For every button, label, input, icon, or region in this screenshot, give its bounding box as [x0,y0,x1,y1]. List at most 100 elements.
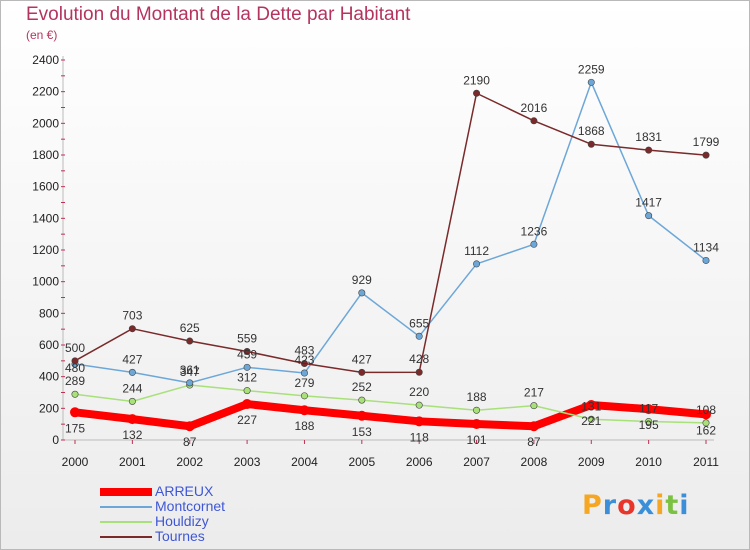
data-label-montcornet: 423 [294,353,314,367]
series-line-arreux [71,400,710,431]
y-tick-label: 400 [39,370,59,384]
series-lines [70,78,711,432]
data-point-tournes [415,368,423,376]
data-label-houldizy: 220 [409,385,429,399]
data-point-houldizy [473,406,481,414]
legend-swatch [100,536,152,538]
data-label-arreux: 221 [581,414,601,428]
axes: 0 200 400 600 800 1000 1200 1400 1600 1800 2000 220… [32,53,719,469]
data-point-montcornet [358,289,366,297]
data-label-montcornet: 655 [409,316,429,330]
data-label-tournes: 483 [294,344,314,358]
data-point-tournes [128,325,136,333]
y-tick-label: 200 [39,401,59,415]
data-label-arreux: 175 [65,421,85,435]
data-point-houldizy [415,401,423,409]
chart-title: Evolution du Montant de la Dette par Hab… [26,4,411,25]
data-point-houldizy [702,419,710,427]
x-tick-label: 2002 [176,455,203,469]
x-tick-label: 2011 [693,455,719,469]
data-label-houldizy: 131 [581,399,601,413]
data-point-montcornet [243,363,251,371]
data-label-houldizy: 217 [524,386,544,400]
data-label-houldizy: 289 [65,374,85,388]
data-label-tournes: 1868 [578,124,605,138]
data-point-montcornet [186,379,194,387]
logo-letter: i [655,490,666,521]
data-label-tournes: 703 [122,309,142,323]
y-tick-label: 800 [39,306,59,320]
x-tick-label: 2001 [119,455,146,469]
data-label-houldizy: 312 [237,371,257,385]
data-label-houldizy: 347 [180,365,200,379]
data-point-arreux [701,409,711,420]
y-tick-label: 1800 [32,148,59,162]
x-tick-label: 2004 [291,455,318,469]
y-tick-label: 0 [52,433,59,447]
y-tick-label: 1000 [32,275,59,289]
data-label-tournes: 427 [352,352,372,366]
data-label-houldizy: 108 [696,403,716,417]
data-label-montcornet: 361 [180,363,200,377]
data-point-tournes [702,151,710,159]
data-point-tournes [300,360,308,368]
logo-letter: o [617,490,637,521]
x-tick-label: 2008 [521,455,548,469]
data-label-arreux: 227 [237,413,257,427]
data-point-tournes [243,347,251,355]
data-point-houldizy [71,390,79,398]
y-tick-label: 1600 [32,180,59,194]
data-point-arreux [184,421,195,432]
data-point-tournes [587,140,595,148]
y-tick-label: 2200 [32,85,59,99]
x-tick-label: 2006 [406,455,433,469]
data-label-houldizy: 244 [122,381,142,395]
data-label-montcornet: 1112 [464,244,489,258]
proxiti-logo: Proxiti [582,490,690,521]
data-labels: 175 132 87 227 188 153 118 101 87 221 195 162 480 427… [65,62,720,449]
logo-letter: t [665,490,680,521]
data-point-montcornet [530,240,538,248]
data-label-houldizy: 252 [352,380,372,394]
logo-letter: r [602,490,618,521]
data-label-montcornet: 1417 [635,196,662,210]
data-label-tournes: 1799 [693,135,720,149]
y-tick-label: 1400 [32,211,59,225]
data-label-tournes: 1831 [635,130,662,144]
data-label-montcornet: 2259 [578,62,605,76]
x-tick-label: 2007 [463,455,490,469]
y-tick-label: 1200 [32,243,59,257]
data-label-tournes: 559 [237,331,257,345]
data-label-arreux: 195 [639,418,659,432]
legend-label: Montcornet [155,498,226,514]
data-point-montcornet [300,369,308,377]
legend-label: ARREUX [155,483,214,499]
legend-label: Houldizy [155,513,209,529]
data-label-montcornet: 929 [352,273,372,287]
x-tick-label: 2000 [62,455,89,469]
x-tick-label: 2003 [234,455,261,469]
data-point-montcornet [128,368,136,376]
legend-swatch [100,488,152,496]
data-point-montcornet [702,256,710,264]
x-tick-label: 2009 [578,455,605,469]
data-point-arreux [356,410,367,421]
data-label-montcornet: 480 [65,361,85,375]
legend-swatch [100,506,152,508]
legend-swatch [100,521,152,523]
data-point-houldizy [128,397,136,405]
data-point-houldizy [300,392,308,400]
data-point-houldizy [243,387,251,395]
series-line-montcornet [74,81,707,384]
data-label-montcornet: 459 [237,347,257,361]
y-tick-label: 2000 [32,116,59,130]
data-label-tournes: 428 [409,352,429,366]
data-point-arreux [127,414,138,425]
data-point-arreux [528,421,539,432]
data-label-arreux: 87 [527,435,541,449]
data-point-montcornet [645,212,653,220]
data-point-tournes [71,357,79,365]
data-label-montcornet: 1134 [693,240,719,254]
